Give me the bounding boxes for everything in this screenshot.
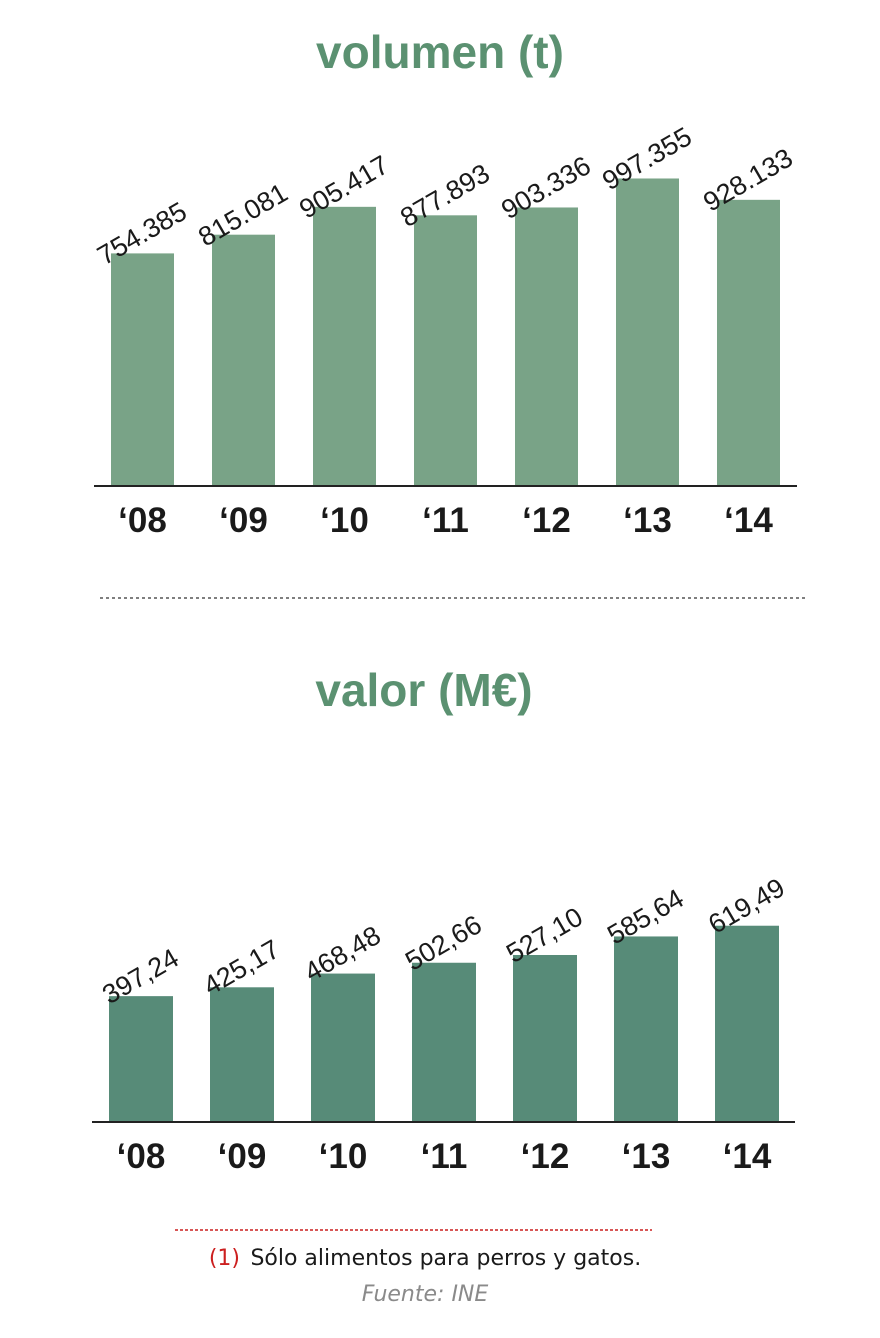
valor-x-tick-label: ‘11 xyxy=(421,1137,468,1176)
valor-bar xyxy=(412,962,476,1122)
footnote-number: (1) xyxy=(209,1246,240,1271)
valor-x-tick-label: ‘13 xyxy=(622,1137,671,1176)
valor-bar xyxy=(513,954,577,1122)
valor-chart-title: valor (M€) xyxy=(315,664,532,716)
volumen-x-tick-label: ‘10 xyxy=(320,501,369,540)
volumen-x-tick-label: ‘14 xyxy=(724,501,773,540)
valor-x-tick-label: ‘09 xyxy=(218,1137,267,1176)
valor-x-tick-label: ‘08 xyxy=(117,1137,166,1176)
volumen-bar-chart: 754.385‘08815.081‘09905.417‘10877.893‘11… xyxy=(92,121,798,540)
volumen-bar xyxy=(515,207,578,486)
volumen-x-tick-label: ‘09 xyxy=(219,501,268,540)
volumen-bar xyxy=(414,215,477,486)
valor-bar xyxy=(210,987,274,1122)
volumen-x-tick-label: ‘12 xyxy=(522,501,571,540)
valor-x-tick-label: ‘10 xyxy=(319,1137,368,1176)
valor-bar-chart: 397,24‘08425,17‘09468,48‘10502,66‘11527,… xyxy=(92,872,795,1176)
source-text: Fuente: INE xyxy=(362,1282,489,1307)
valor-x-tick-label: ‘14 xyxy=(723,1137,772,1176)
volumen-bar xyxy=(111,253,174,486)
volumen-bar xyxy=(717,199,780,486)
footnote-text: Sólo alimentos para perros y gatos. xyxy=(250,1246,641,1271)
volumen-x-tick-label: ‘08 xyxy=(118,501,167,540)
volumen-x-tick-label: ‘11 xyxy=(422,501,469,540)
volumen-x-tick-label: ‘13 xyxy=(623,501,672,540)
valor-x-tick-label: ‘12 xyxy=(521,1137,570,1176)
valor-bar xyxy=(109,996,173,1122)
valor-bar xyxy=(715,925,779,1122)
valor-bar xyxy=(614,936,678,1122)
volumen-bar xyxy=(212,234,275,486)
volumen-bar xyxy=(313,206,376,486)
footnote: (1) Sólo alimentos para perros y gatos. xyxy=(209,1246,641,1271)
volumen-bar xyxy=(616,178,679,486)
valor-bar xyxy=(311,973,375,1122)
volumen-chart-title: volumen (t) xyxy=(316,26,564,78)
